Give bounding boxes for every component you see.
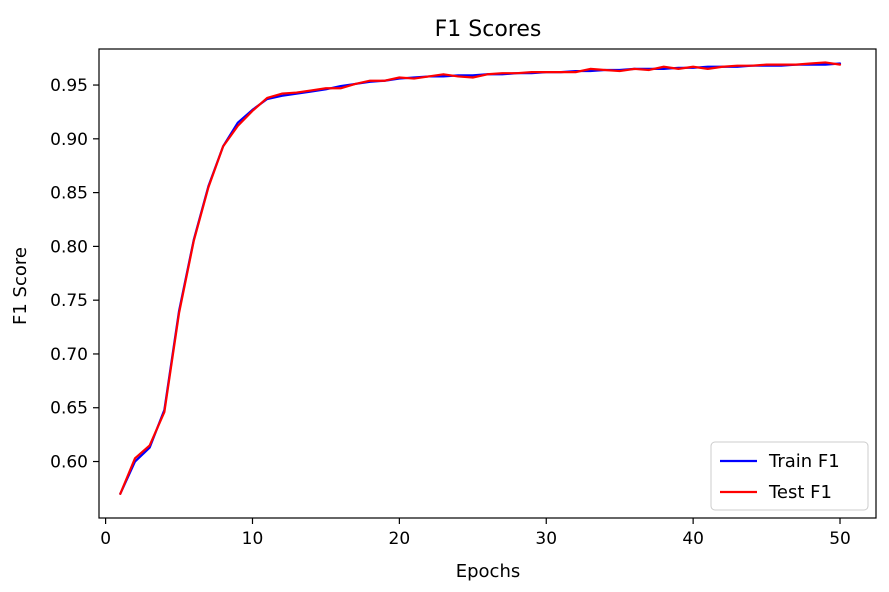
chart-title: F1 Scores — [435, 17, 542, 42]
legend-label: Train F1 — [768, 451, 840, 472]
x-tick-label: 40 — [682, 529, 704, 549]
plot-frame — [98, 48, 877, 519]
series-line-train-f1 — [119, 62, 842, 495]
x-axis: 0 10 20 30 40 50 — [100, 518, 851, 549]
plot-area — [98, 48, 877, 519]
x-axis-label: Epochs — [456, 561, 521, 582]
x-tick-label: 0 — [100, 529, 111, 549]
legend: Train F1 Test F1 — [710, 441, 869, 511]
y-tick-label: 0.95 — [50, 76, 88, 96]
x-tick-label: 10 — [242, 529, 264, 549]
y-axis-label: F1 Score — [10, 247, 31, 325]
x-tick-label: 30 — [535, 529, 557, 549]
series-line-test-f1 — [119, 61, 842, 495]
series-lines — [119, 61, 842, 495]
x-tick-label: 20 — [389, 529, 411, 549]
y-tick-label: 0.60 — [50, 453, 88, 473]
y-tick-label: 0.90 — [50, 130, 88, 150]
legend-label: Test F1 — [768, 482, 832, 503]
y-tick-label: 0.85 — [50, 184, 88, 204]
x-tick-label: 50 — [829, 529, 851, 549]
y-axis: 0.60 0.65 0.70 0.75 0.80 0.85 0.90 0.95 — [50, 76, 99, 473]
y-tick-label: 0.80 — [50, 237, 88, 257]
y-tick-label: 0.70 — [50, 345, 88, 365]
y-tick-label: 0.65 — [50, 399, 88, 419]
y-tick-label: 0.75 — [50, 291, 88, 311]
